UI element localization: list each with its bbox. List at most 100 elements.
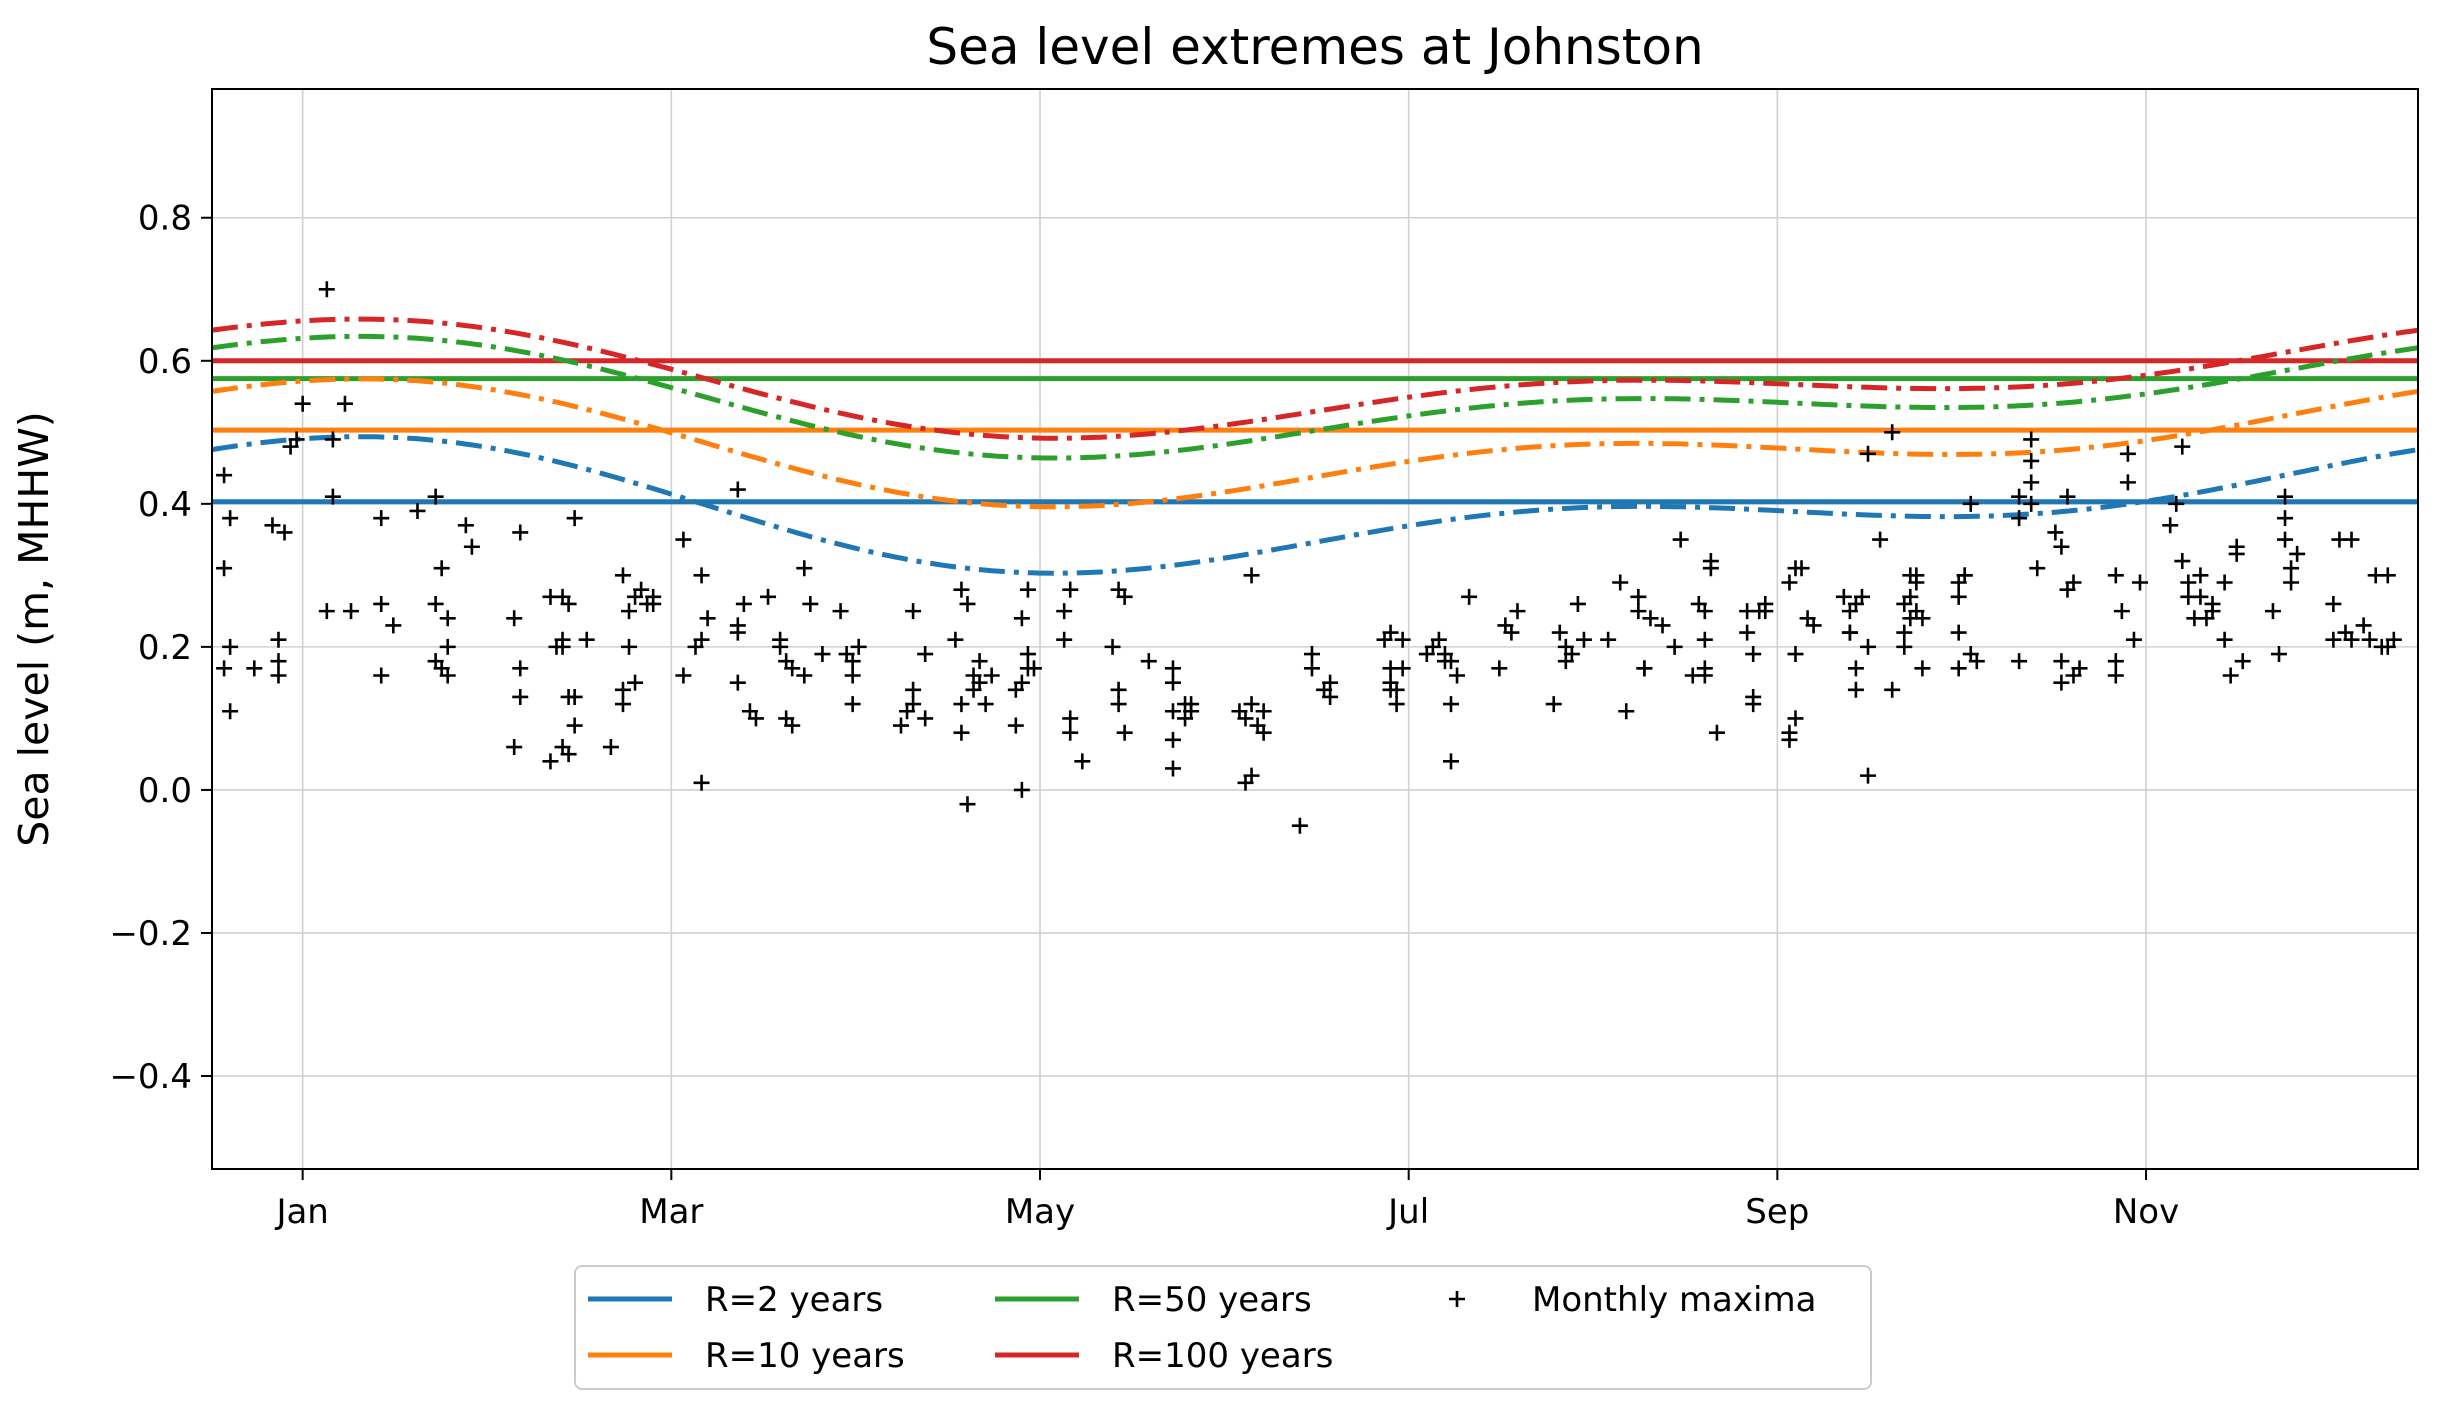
monthly-maxima-point	[1847, 660, 1864, 677]
monthly-maxima-point	[953, 581, 970, 598]
monthly-maxima-point	[1056, 603, 1073, 620]
monthly-maxima-point	[1509, 603, 1526, 620]
monthly-maxima-point	[2325, 595, 2342, 612]
monthly-maxima-point	[1442, 653, 1459, 670]
monthly-maxima-point	[1708, 724, 1725, 741]
monthly-maxima-point	[1860, 638, 1877, 655]
monthly-maxima-point	[1968, 653, 1985, 670]
monthly-maxima-point	[1110, 681, 1127, 698]
monthly-maxima-point	[2071, 660, 2088, 677]
monthly-maxima-point	[2053, 674, 2070, 691]
legend-marker-swatch	[1449, 1291, 1465, 1307]
monthly-maxima-point	[905, 681, 922, 698]
monthly-maxima-point	[1019, 581, 1036, 598]
monthly-maxima-point	[1382, 624, 1399, 641]
monthly-maxima-point	[614, 696, 631, 713]
monthly-maxima-point	[2289, 545, 2306, 562]
monthly-maxima-point	[1860, 445, 1877, 462]
monthly-maxima-point	[276, 524, 293, 541]
monthly-maxima-point	[2023, 431, 2040, 448]
legend-label: Monthly maxima	[1532, 1280, 1816, 1320]
monthly-maxima-point	[1950, 660, 1967, 677]
legend-label: R=2 years	[705, 1280, 883, 1320]
monthly-maxima-point	[2204, 595, 2221, 612]
monthly-maxima-point	[2234, 653, 2251, 670]
monthly-maxima-point	[1914, 660, 1931, 677]
monthly-maxima-point	[343, 603, 360, 620]
monthly-maxima-point	[439, 638, 456, 655]
monthly-maxima-point	[270, 667, 287, 684]
monthly-maxima-point	[850, 638, 867, 655]
monthly-maxima-point	[747, 710, 764, 727]
monthly-maxima-point	[2174, 553, 2191, 570]
monthly-maxima-point	[2119, 474, 2136, 491]
y-axis-title: Sea level (m, MHHW)	[10, 411, 58, 847]
monthly-maxima-point	[1563, 646, 1580, 663]
monthly-maxima-point	[506, 739, 523, 756]
monthly-maxima-point	[2343, 531, 2360, 548]
monthly-maxima-point	[602, 739, 619, 756]
monthly-maxima-point	[512, 660, 529, 677]
monthly-maxima-point	[1449, 667, 1466, 684]
monthly-maxima-point	[693, 567, 710, 584]
monthly-maxima-point	[1322, 674, 1339, 691]
monthly-maxima-point	[693, 774, 710, 791]
monthly-maxima-point	[1303, 646, 1320, 663]
monthly-maxima-point	[1255, 703, 1272, 720]
monthly-maxima-point	[1781, 731, 1798, 748]
monthly-maxima-point	[2053, 653, 2070, 670]
monthly-maxima-point	[1164, 674, 1181, 691]
monthly-maxima-point	[1551, 624, 1568, 641]
monthly-maxima-point	[2192, 588, 2209, 605]
monthly-maxima-point	[977, 696, 994, 713]
monthly-maxima-point	[2174, 438, 2191, 455]
monthly-maxima-point	[1461, 588, 1478, 605]
monthly-maxima-point	[2385, 631, 2402, 648]
monthly-maxima-point	[802, 595, 819, 612]
monthly-maxima-point	[2162, 517, 2179, 534]
monthly-maxima-point	[1630, 588, 1647, 605]
monthly-maxima-point	[222, 638, 239, 655]
monthly-maxima-point	[1757, 603, 1774, 620]
monthly-maxima-point	[1019, 646, 1036, 663]
monthly-maxima-point	[2180, 574, 2197, 591]
monthly-maxima-point	[222, 703, 239, 720]
monthly-maxima-point	[953, 696, 970, 713]
monthly-maxima-point	[905, 696, 922, 713]
monthly-maxima-point	[772, 638, 789, 655]
monthly-maxima-point	[1388, 681, 1405, 698]
axis-ticks: Jan Mar May Jul Sep Nov 0.8 0.6 0.4 0.2 0.0 −0.2 −0.…	[109, 199, 2179, 1232]
legend: R=2 years R=50 years Monthly maxima R=10 ye…	[574, 1265, 1872, 1390]
monthly-maxima-point	[2113, 603, 2130, 620]
monthly-maxima-point	[1291, 817, 1308, 834]
monthly-maxima-point	[959, 595, 976, 612]
monthly-maxima-point	[1394, 631, 1411, 648]
monthly-maxima-point	[917, 646, 934, 663]
monthly-maxima-point	[1666, 638, 1683, 655]
monthly-maxima-point	[1442, 753, 1459, 770]
monthly-maxima-point	[1696, 667, 1713, 684]
monthly-maxima-point	[2168, 495, 2185, 512]
monthly-maxima-point	[2283, 574, 2300, 591]
monthly-maxima-point	[2270, 646, 2287, 663]
y-tick-label: −0.4	[109, 1057, 192, 1097]
monthly-maxima-point	[566, 688, 583, 705]
monthly-maxima-point	[1491, 660, 1508, 677]
monthly-maxima-point	[512, 688, 529, 705]
monthly-maxima-point	[796, 667, 813, 684]
monthly-maxima-point	[2216, 574, 2233, 591]
monthly-maxima-point	[814, 646, 831, 663]
monthly-maxima-point	[1164, 731, 1181, 748]
monthly-maxima-point	[1074, 753, 1091, 770]
y-tick-label: 0.0	[138, 771, 192, 811]
monthly-maxima-point	[1962, 495, 1979, 512]
monthly-maxima-point	[917, 710, 934, 727]
monthly-maxima-point	[2131, 574, 2148, 591]
monthly-maxima-point	[1739, 624, 1756, 641]
monthly-maxima-point	[1243, 567, 1260, 584]
monthly-maxima-point	[1140, 653, 1157, 670]
monthly-maxima-point	[959, 796, 976, 813]
monthly-maxima-point	[784, 717, 801, 734]
monthly-maxima-point	[1442, 696, 1459, 713]
